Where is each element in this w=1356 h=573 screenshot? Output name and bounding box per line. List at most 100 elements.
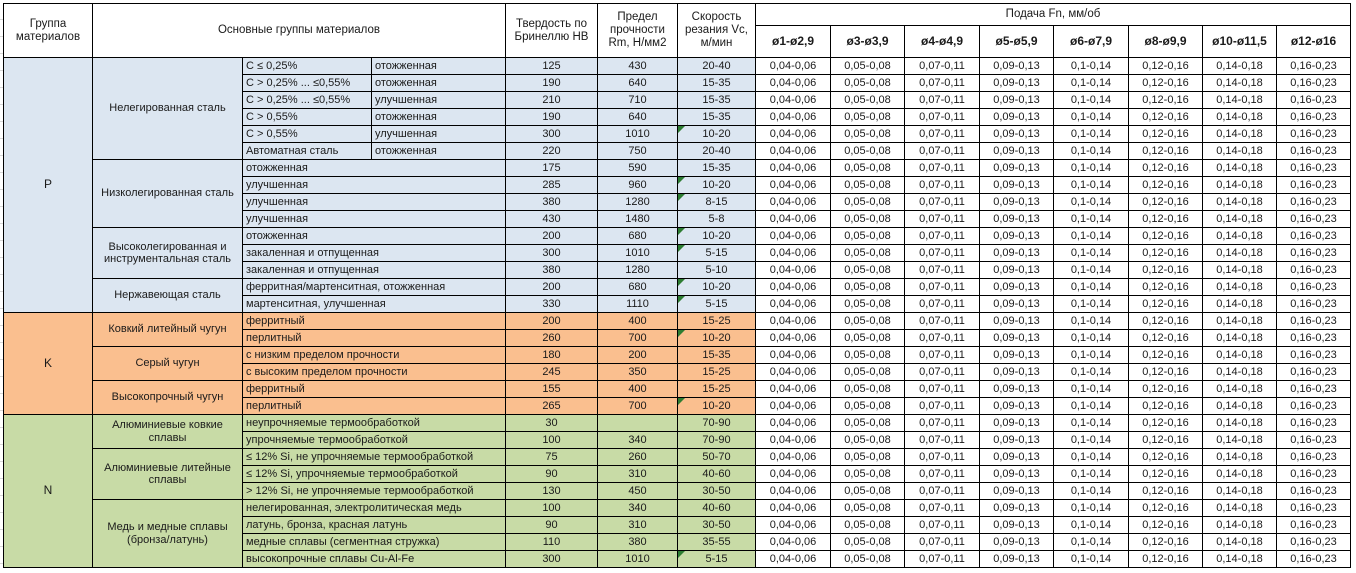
feed-cell: 0,04-0,06 (755, 482, 831, 500)
spec-cell: C ≤ 0,25% (242, 57, 372, 75)
feed-cell: 0,04-0,06 (755, 397, 831, 415)
hb-cell: 190 (505, 108, 598, 126)
feed-cell: 0,12-0,16 (1128, 57, 1203, 75)
header-material-group: Группа материалов (3, 3, 93, 58)
group-cell: N (3, 414, 93, 568)
feed-cell: 0,12-0,16 (1128, 312, 1203, 330)
feed-cell: 0,12-0,16 (1128, 431, 1203, 449)
feed-cell: 0,07-0,11 (904, 550, 980, 568)
feed-cell: 0,14-0,18 (1202, 431, 1277, 449)
table-row: > 12% Si, не упрочняемые термообработкой… (4, 482, 1351, 500)
feed-cell: 0,07-0,11 (904, 295, 980, 313)
feed-cell: 0,16-0,23 (1276, 414, 1351, 432)
feed-cell: 0,09-0,13 (979, 261, 1054, 279)
hb-cell: 265 (505, 397, 598, 415)
feed-cell: 0,14-0,18 (1202, 312, 1277, 330)
feed-cell: 0,05-0,08 (830, 91, 905, 109)
table-row: с высоким пределом прочности 245 350 15-25 0… (4, 363, 1351, 381)
spec-cell: отожженная (242, 227, 506, 245)
feed-cell: 0,09-0,13 (979, 329, 1054, 347)
hb-cell: 110 (505, 533, 598, 551)
feed-cell: 0,09-0,13 (979, 380, 1054, 398)
comment-flag-icon (678, 296, 685, 303)
feed-cell: 0,05-0,08 (830, 550, 905, 568)
vc-cell: 35-55 (677, 533, 756, 551)
spec-cell: латунь, бронза, красная латунь (242, 516, 506, 534)
feed-cell: 0,14-0,18 (1202, 125, 1277, 143)
subgroup-cell: Высокопрочный чугун (92, 380, 243, 415)
feed-cell: 0,05-0,08 (830, 57, 905, 75)
feed-cell: 0,09-0,13 (979, 244, 1054, 262)
machining-parameters-table: Группа материалов Основные группы матери… (3, 3, 1351, 568)
feed-cell: 0,14-0,18 (1202, 193, 1277, 211)
feed-cell: 0,09-0,13 (979, 533, 1054, 551)
vc-cell: 20-40 (677, 142, 756, 160)
rm-cell: 680 (597, 278, 678, 296)
state-cell: отожженная (371, 142, 506, 160)
feed-cell: 0,12-0,16 (1128, 295, 1203, 313)
table-header: Группа материалов Основные группы матери… (3, 3, 1351, 58)
feed-cell: 0,14-0,18 (1202, 74, 1277, 92)
feed-cell: 0,16-0,23 (1276, 159, 1351, 177)
spec-cell: мартенситная, улучшенная (242, 295, 506, 313)
feed-cell: 0,12-0,16 (1128, 125, 1203, 143)
table-row: мартенситная, улучшенная 330 1110 5-15 0,04-… (4, 295, 1351, 313)
feed-cell: 0,07-0,11 (904, 91, 980, 109)
feed-cell: 0,09-0,13 (979, 142, 1054, 160)
table-row: N Алюминиевые ковкие сплавы неупрочняемые … (3, 414, 1351, 568)
feed-cell: 0,14-0,18 (1202, 482, 1277, 500)
feed-cell: 0,09-0,13 (979, 57, 1054, 75)
hb-cell: 190 (505, 74, 598, 92)
feed-cell: 0,05-0,08 (830, 176, 905, 194)
table-row: Высоколегированная и инструментальная ст… (4, 227, 1351, 279)
hb-cell: 330 (505, 295, 598, 313)
feed-cell: 0,1-0,14 (1053, 482, 1129, 500)
feed-cell: 0,16-0,23 (1276, 431, 1351, 449)
spec-cell: ≤ 12% Si, упрочняемые термообработкой (242, 465, 506, 483)
hb-cell: 380 (505, 193, 598, 211)
feed-cell: 0,04-0,06 (755, 516, 831, 534)
feed-cell: 0,04-0,06 (755, 533, 831, 551)
feed-cell: 0,14-0,18 (1202, 380, 1277, 398)
spec-cell: ≤ 12% Si, не упрочняемые термообработкой (242, 448, 506, 466)
feed-cell: 0,1-0,14 (1053, 533, 1129, 551)
comment-flag-icon (678, 551, 685, 558)
header-feed-diameter: ø10-ø11,5 (1202, 25, 1277, 58)
feed-cell: 0,07-0,11 (904, 346, 980, 364)
feed-cell: 0,16-0,23 (1276, 108, 1351, 126)
header-feed-diameter: ø1-ø2,9 (755, 25, 831, 58)
feed-cell: 0,07-0,11 (904, 414, 980, 432)
table-row: Алюминиевые литейные сплавы ≤ 12% Si, не … (4, 448, 1351, 500)
rm-cell: 590 (597, 159, 678, 177)
rm-cell: 400 (597, 380, 678, 398)
group-cell: K (3, 312, 93, 415)
feed-cell: 0,05-0,08 (830, 312, 905, 330)
table-row: перлитный 260 700 10-20 0,04-0,06 0,05-0,08 0,… (4, 329, 1351, 347)
feed-cell: 0,14-0,18 (1202, 550, 1277, 568)
feed-cell: 0,12-0,16 (1128, 91, 1203, 109)
feed-cell: 0,09-0,13 (979, 482, 1054, 500)
hb-cell: 155 (505, 380, 598, 398)
feed-cell: 0,12-0,16 (1128, 448, 1203, 466)
feed-cell: 0,04-0,06 (755, 312, 831, 330)
hb-cell: 430 (505, 210, 598, 228)
vc-cell: 5-15 (677, 550, 756, 568)
feed-cell: 0,04-0,06 (755, 159, 831, 177)
header-row-top: Группа материалов Основные группы матери… (3, 3, 1351, 58)
hb-cell: 100 (505, 499, 598, 517)
hb-cell: 75 (505, 448, 598, 466)
feed-cell: 0,07-0,11 (904, 465, 980, 483)
feed-cell: 0,09-0,13 (979, 74, 1054, 92)
feed-cell: 0,09-0,13 (979, 210, 1054, 228)
rm-cell: 1010 (597, 550, 678, 568)
feed-cell: 0,05-0,08 (830, 516, 905, 534)
feed-cell: 0,05-0,08 (830, 397, 905, 415)
feed-cell: 0,14-0,18 (1202, 244, 1277, 262)
vc-cell: 15-25 (677, 312, 756, 330)
header-row-feed-diameters: ø1-ø2,9 ø3-ø3,9 ø4-ø4,9 ø5-ø5,9 ø6-ø7,9 ø8-ø9… (4, 25, 1351, 58)
feed-cell: 0,1-0,14 (1053, 363, 1129, 381)
feed-cell: 0,09-0,13 (979, 176, 1054, 194)
spec-cell: Автоматная сталь (242, 142, 372, 160)
feed-cell: 0,05-0,08 (830, 244, 905, 262)
feed-cell: 0,07-0,11 (904, 193, 980, 211)
